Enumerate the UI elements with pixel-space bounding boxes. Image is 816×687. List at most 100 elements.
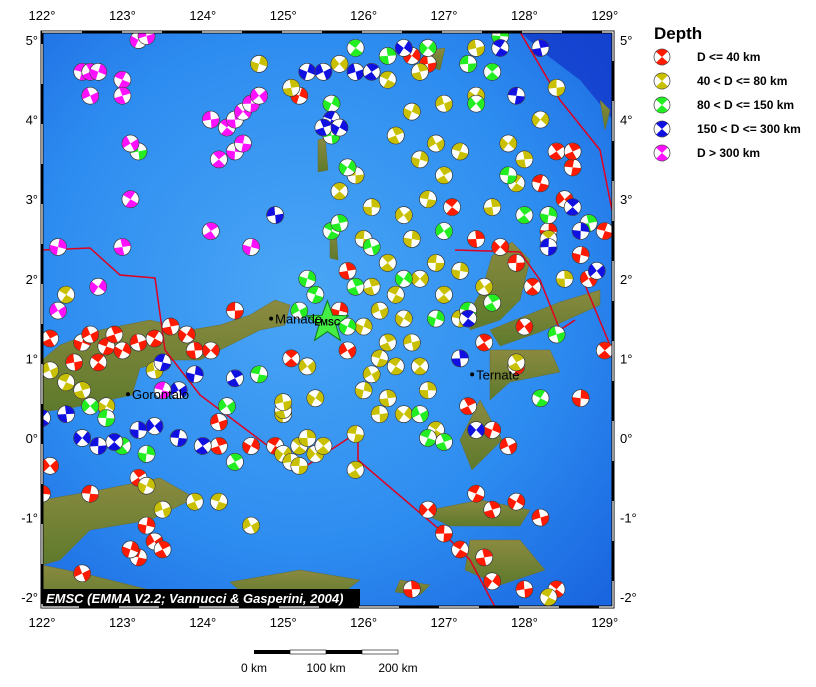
event-beachball-d80-150[interactable] [530,388,551,409]
event-beachball-d80-150[interactable] [215,394,239,418]
event-beachball-d40-80[interactable] [280,77,302,99]
emsc-marker[interactable]: EMSC [305,299,350,342]
event-beachball-d80-150[interactable] [481,60,504,83]
event-beachball-d40-80[interactable] [272,391,295,414]
event-beachball-d40-80[interactable] [297,427,318,448]
event-beachball-d300[interactable] [120,188,141,209]
event-beachball-d40-80[interactable] [361,197,381,217]
event-beachball-d40-80[interactable] [497,132,520,155]
event-beachball-d40-80[interactable] [408,267,431,290]
event-beachball-d40-80[interactable] [377,387,399,409]
event-beachball-d0-40[interactable] [225,300,246,321]
event-beachball-d40-80[interactable] [354,317,373,336]
event-beachball-d80-150[interactable] [458,53,479,74]
event-beachball-d40-80[interactable] [472,275,496,299]
event-beachball-d40-80[interactable] [369,403,391,425]
event-beachball-d300[interactable] [87,276,109,298]
event-beachball-d300[interactable] [111,84,135,108]
event-beachball-d150-300[interactable] [223,366,247,390]
event-beachball-d0-40[interactable] [481,570,503,592]
event-beachball-d0-40[interactable] [561,139,585,163]
event-beachball-d300[interactable] [199,219,223,243]
event-beachball-d40-80[interactable] [376,251,400,275]
event-beachball-d40-80[interactable] [305,387,326,408]
event-beachball-d40-80[interactable] [344,458,368,482]
event-beachball-d0-40[interactable] [489,235,512,258]
event-beachball-d80-150[interactable] [360,235,383,258]
event-beachball-d80-150[interactable] [223,450,247,474]
event-beachball-d0-40[interactable] [571,388,590,408]
event-beachball-d80-150[interactable] [499,166,518,185]
event-beachball-d40-80[interactable] [137,476,157,496]
event-beachball-d40-80[interactable] [513,148,535,170]
event-beachball-d40-80[interactable] [328,180,351,203]
event-beachball-d40-80[interactable] [376,331,400,355]
event-beachball-d300[interactable] [46,299,70,323]
event-beachball-d0-40[interactable] [465,228,486,249]
event-beachball-d0-40[interactable] [207,410,230,433]
event-beachball-d150-300[interactable] [264,204,286,226]
event-beachball-d40-80[interactable] [546,77,567,98]
event-beachball-d0-40[interactable] [103,323,127,347]
event-beachball-d300[interactable] [49,238,67,256]
event-beachball-d150-300[interactable] [31,407,53,429]
event-beachball-d300[interactable] [89,62,108,81]
event-beachball-d40-80[interactable] [418,380,439,401]
event-beachball-d150-300[interactable] [465,418,488,441]
event-beachball-d150-300[interactable] [457,307,480,330]
event-beachball-d80-150[interactable] [287,299,311,323]
event-beachball-d80-150[interactable] [464,92,488,116]
event-beachball-d40-80[interactable] [451,261,470,280]
event-beachball-d80-150[interactable] [250,365,268,384]
event-beachball-d40-80[interactable] [70,379,93,402]
event-beachball-d40-80[interactable] [538,587,559,608]
legend-beachball-icon[interactable] [651,70,673,92]
event-beachball-d0-40[interactable] [480,498,504,522]
event-beachball-d40-80[interactable] [55,284,77,306]
event-beachball-d40-80[interactable] [370,349,389,368]
event-beachball-d40-80[interactable] [386,285,406,305]
event-beachball-d80-150[interactable] [321,94,341,114]
event-beachball-d300[interactable] [234,134,252,153]
event-beachball-d300[interactable] [111,236,134,259]
event-beachball-d40-80[interactable] [481,196,503,218]
event-beachball-d40-80[interactable] [426,253,446,273]
event-beachball-d80-150[interactable] [344,275,368,299]
event-beachball-d40-80[interactable] [432,283,456,307]
event-beachball-d0-40[interactable] [529,506,552,529]
event-beachball-d150-300[interactable] [393,37,415,59]
legend-beachball-icon[interactable] [651,94,673,116]
event-beachball-d40-80[interactable] [289,456,309,476]
event-beachball-d0-40[interactable] [506,253,527,274]
event-beachball-d80-150[interactable] [298,269,317,288]
event-beachball-d0-40[interactable] [38,326,62,350]
event-beachball-d80-150[interactable] [545,323,568,346]
event-beachball-d150-300[interactable] [329,117,349,137]
event-beachball-d300[interactable] [135,24,158,47]
event-beachball-d80-150[interactable] [377,45,399,67]
event-beachball-d40-80[interactable] [419,190,437,209]
event-beachball-d80-150[interactable] [137,445,156,463]
legend-beachball-icon[interactable] [651,46,673,68]
event-beachball-d40-80[interactable] [504,350,528,374]
event-beachball-d80-150[interactable] [306,285,325,304]
event-beachball-d80-150[interactable] [427,309,445,328]
event-beachball-d150-300[interactable] [71,427,94,450]
event-beachball-d300[interactable] [118,131,142,155]
event-beachball-d40-80[interactable] [408,60,431,83]
event-beachball-d0-40[interactable] [336,338,360,362]
event-beachball-d150-300[interactable] [344,60,367,83]
event-beachball-d80-150[interactable] [408,402,432,426]
event-beachball-d0-40[interactable] [137,516,156,535]
event-beachball-d300[interactable] [78,84,102,108]
event-beachball-d40-80[interactable] [402,230,421,249]
event-beachball-d40-80[interactable] [393,403,415,425]
event-beachball-d40-80[interactable] [411,150,429,169]
event-beachball-d40-80[interactable] [239,514,263,538]
event-beachball-d80-150[interactable] [344,37,366,59]
event-beachball-d40-80[interactable] [432,92,456,116]
event-beachball-d0-40[interactable] [32,484,52,504]
event-beachball-d40-80[interactable] [38,358,62,382]
event-beachball-d150-300[interactable] [191,434,215,458]
event-beachball-d0-40[interactable] [207,434,231,458]
